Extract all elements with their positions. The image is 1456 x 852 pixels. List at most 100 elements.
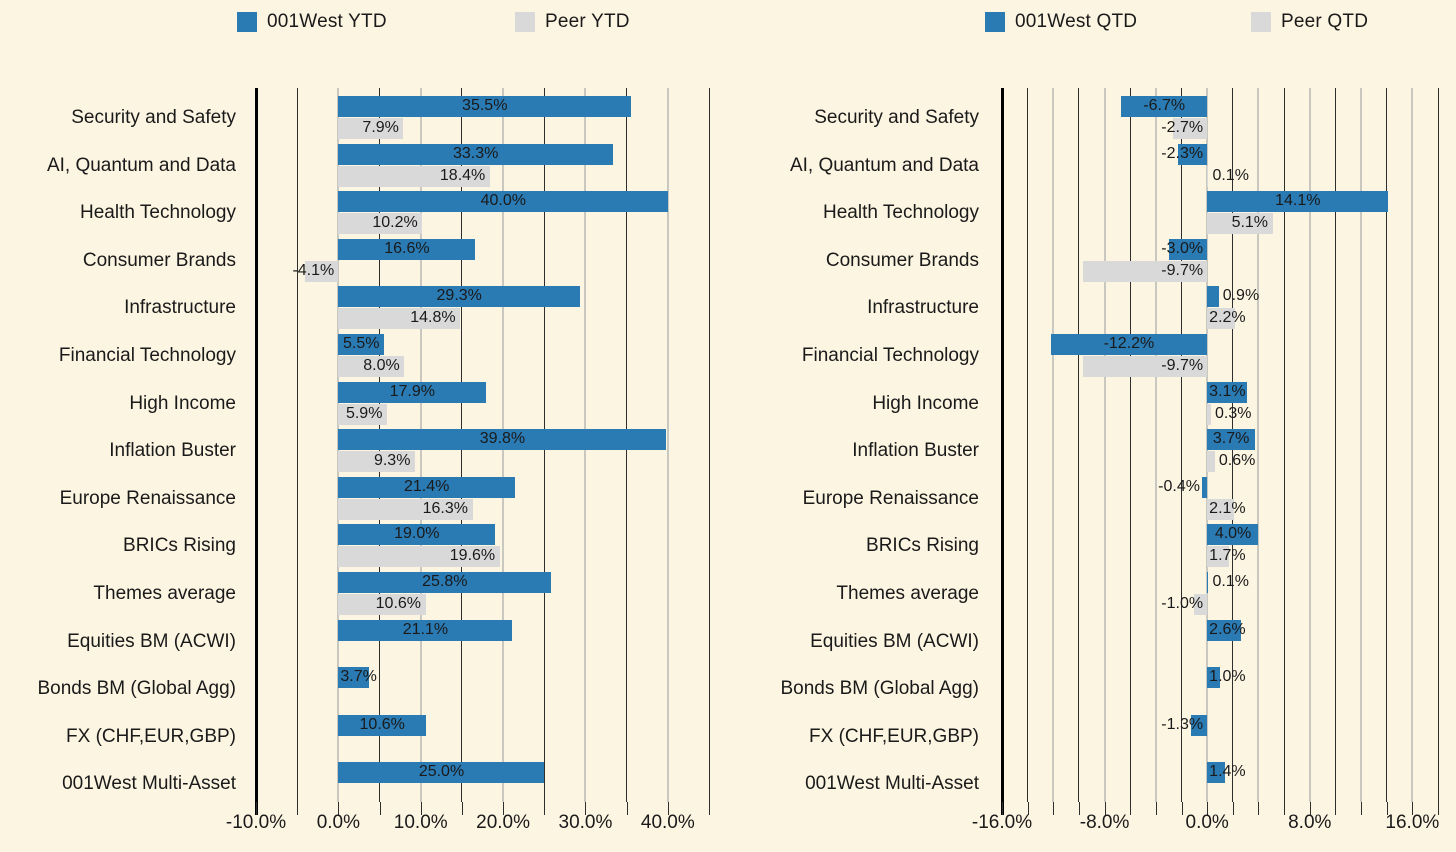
bar-peer: [1207, 451, 1215, 473]
bar-peer: [338, 165, 490, 187]
legend-label: 001West YTD: [267, 11, 387, 32]
x-axis-tick: [1027, 802, 1029, 815]
bar-peer: [338, 594, 426, 615]
bar-value-label: 10.2%: [372, 214, 418, 232]
bar-001west: [338, 762, 545, 784]
x-axis-tick: [709, 802, 710, 815]
x-axis-label: 0.0%: [316, 812, 361, 833]
x-axis-tick: [1258, 802, 1260, 815]
x-axis-label: -16.0%: [971, 812, 1033, 833]
bar-001west: [338, 238, 476, 260]
category-label: AI, Quantum and Data: [46, 154, 236, 176]
x-axis-label: 8.0%: [1288, 812, 1332, 833]
bar-value-label: -0.4%: [1158, 477, 1200, 495]
bar-peer: [1082, 260, 1208, 282]
category-label: High Income: [872, 392, 979, 414]
bar-value-label: 25.0%: [418, 763, 465, 781]
bar-peer: [338, 356, 405, 377]
legend-item-peer-ytd: Peer YTD: [515, 10, 630, 34]
bar-001west: [1168, 238, 1208, 260]
category-label: Infrastructure: [124, 297, 236, 319]
bar-peer: [338, 498, 473, 520]
bar-value-label: 5.9%: [345, 404, 383, 422]
x-axis-tick: [1181, 802, 1183, 815]
gridline: [1078, 88, 1080, 802]
x-axis-label: -10.0%: [225, 812, 287, 833]
category-label: Consumer Brands: [82, 249, 236, 271]
bar-value-label: 19.6%: [449, 547, 496, 565]
bar-001west: [1207, 381, 1247, 403]
bar-001west: [338, 714, 426, 736]
x-axis-tick: [1335, 802, 1337, 815]
gridline: [1103, 88, 1106, 802]
category-label: Themes average: [836, 583, 979, 604]
bar-value-label: -12.2%: [1103, 335, 1155, 352]
legend-label: Peer YTD: [545, 11, 630, 32]
bar-value-label: 25.8%: [422, 573, 468, 590]
category-label: 001West Multi-Asset: [62, 773, 236, 795]
legend-label: Peer QTD: [1281, 11, 1369, 32]
category-label: Financial Technology: [58, 345, 236, 366]
bar-peer: [1207, 165, 1209, 187]
bar-peer: [338, 118, 404, 139]
x-axis-tick: [256, 802, 257, 815]
bar-value-label: 18.4%: [439, 166, 486, 184]
y-axis-spine: [255, 88, 258, 815]
bar-001west: [338, 619, 513, 641]
bar-value-label: 14.8%: [410, 309, 456, 327]
gridline: [666, 88, 669, 802]
x-axis-tick: [420, 802, 422, 815]
bar-peer: [1172, 118, 1208, 139]
x-axis-tick: [1386, 802, 1388, 815]
category-label: Themes average: [93, 583, 236, 604]
bar-001west: [1207, 191, 1388, 213]
x-axis-tick: [461, 802, 463, 815]
bar-peer: [338, 546, 500, 568]
bar-001west: [1190, 714, 1208, 736]
x-axis-label: 20.0%: [476, 812, 531, 833]
bar-001west: [1207, 762, 1226, 784]
bar-value-label: 1.4%: [1209, 763, 1246, 781]
x-axis-tick: [1002, 802, 1003, 815]
category-label: Security and Safety: [71, 107, 236, 128]
gridline: [1386, 88, 1388, 802]
x-axis-tick: [1078, 802, 1080, 815]
x-axis-tick: [1438, 802, 1439, 815]
x-axis-tick: [1130, 802, 1132, 815]
y-axis-spine: [1001, 88, 1004, 815]
bar-001west: [338, 476, 515, 498]
gridline: [1283, 88, 1285, 802]
bar-001west: [1207, 572, 1209, 593]
bar-value-label: 35.5%: [462, 97, 508, 114]
bar-value-label: -6.7%: [1143, 97, 1186, 114]
bar-peer: [1082, 356, 1208, 377]
bar-value-label: 21.4%: [403, 477, 450, 495]
bar-value-label: 1.7%: [1209, 547, 1246, 565]
bar-001west: [1207, 667, 1220, 689]
gridline: [1411, 88, 1414, 802]
bar-001west: [338, 191, 668, 213]
gridline: [708, 88, 710, 802]
bar-value-label: -9.7%: [1161, 357, 1204, 374]
category-label: FX (CHF,EUR,GBP): [809, 725, 979, 747]
category-label: Bonds BM (Global Agg): [37, 678, 236, 700]
bar-peer: [338, 403, 387, 425]
x-axis-tick: [585, 802, 587, 815]
bar-peer: [1207, 546, 1229, 568]
x-axis-tick: [1412, 802, 1414, 815]
gridline: [1257, 88, 1260, 802]
bar-001west: [338, 429, 667, 451]
bar-peer: [338, 213, 423, 235]
bar-value-label: 1.0%: [1209, 668, 1246, 686]
bar-001west: [338, 286, 580, 308]
gridline: [1308, 88, 1311, 802]
bar-value-label: -2.7%: [1161, 119, 1204, 136]
blue-square-icon: [985, 12, 1005, 32]
x-axis-tick: [1284, 802, 1286, 815]
gray-square-icon: [1251, 12, 1271, 32]
bar-001west: [1050, 334, 1208, 355]
x-axis-tick: [1309, 802, 1311, 815]
x-axis-label: 0.0%: [1185, 812, 1229, 833]
bar-value-label: 19.0%: [394, 525, 440, 543]
bar-value-label: -2.3%: [1161, 144, 1204, 162]
